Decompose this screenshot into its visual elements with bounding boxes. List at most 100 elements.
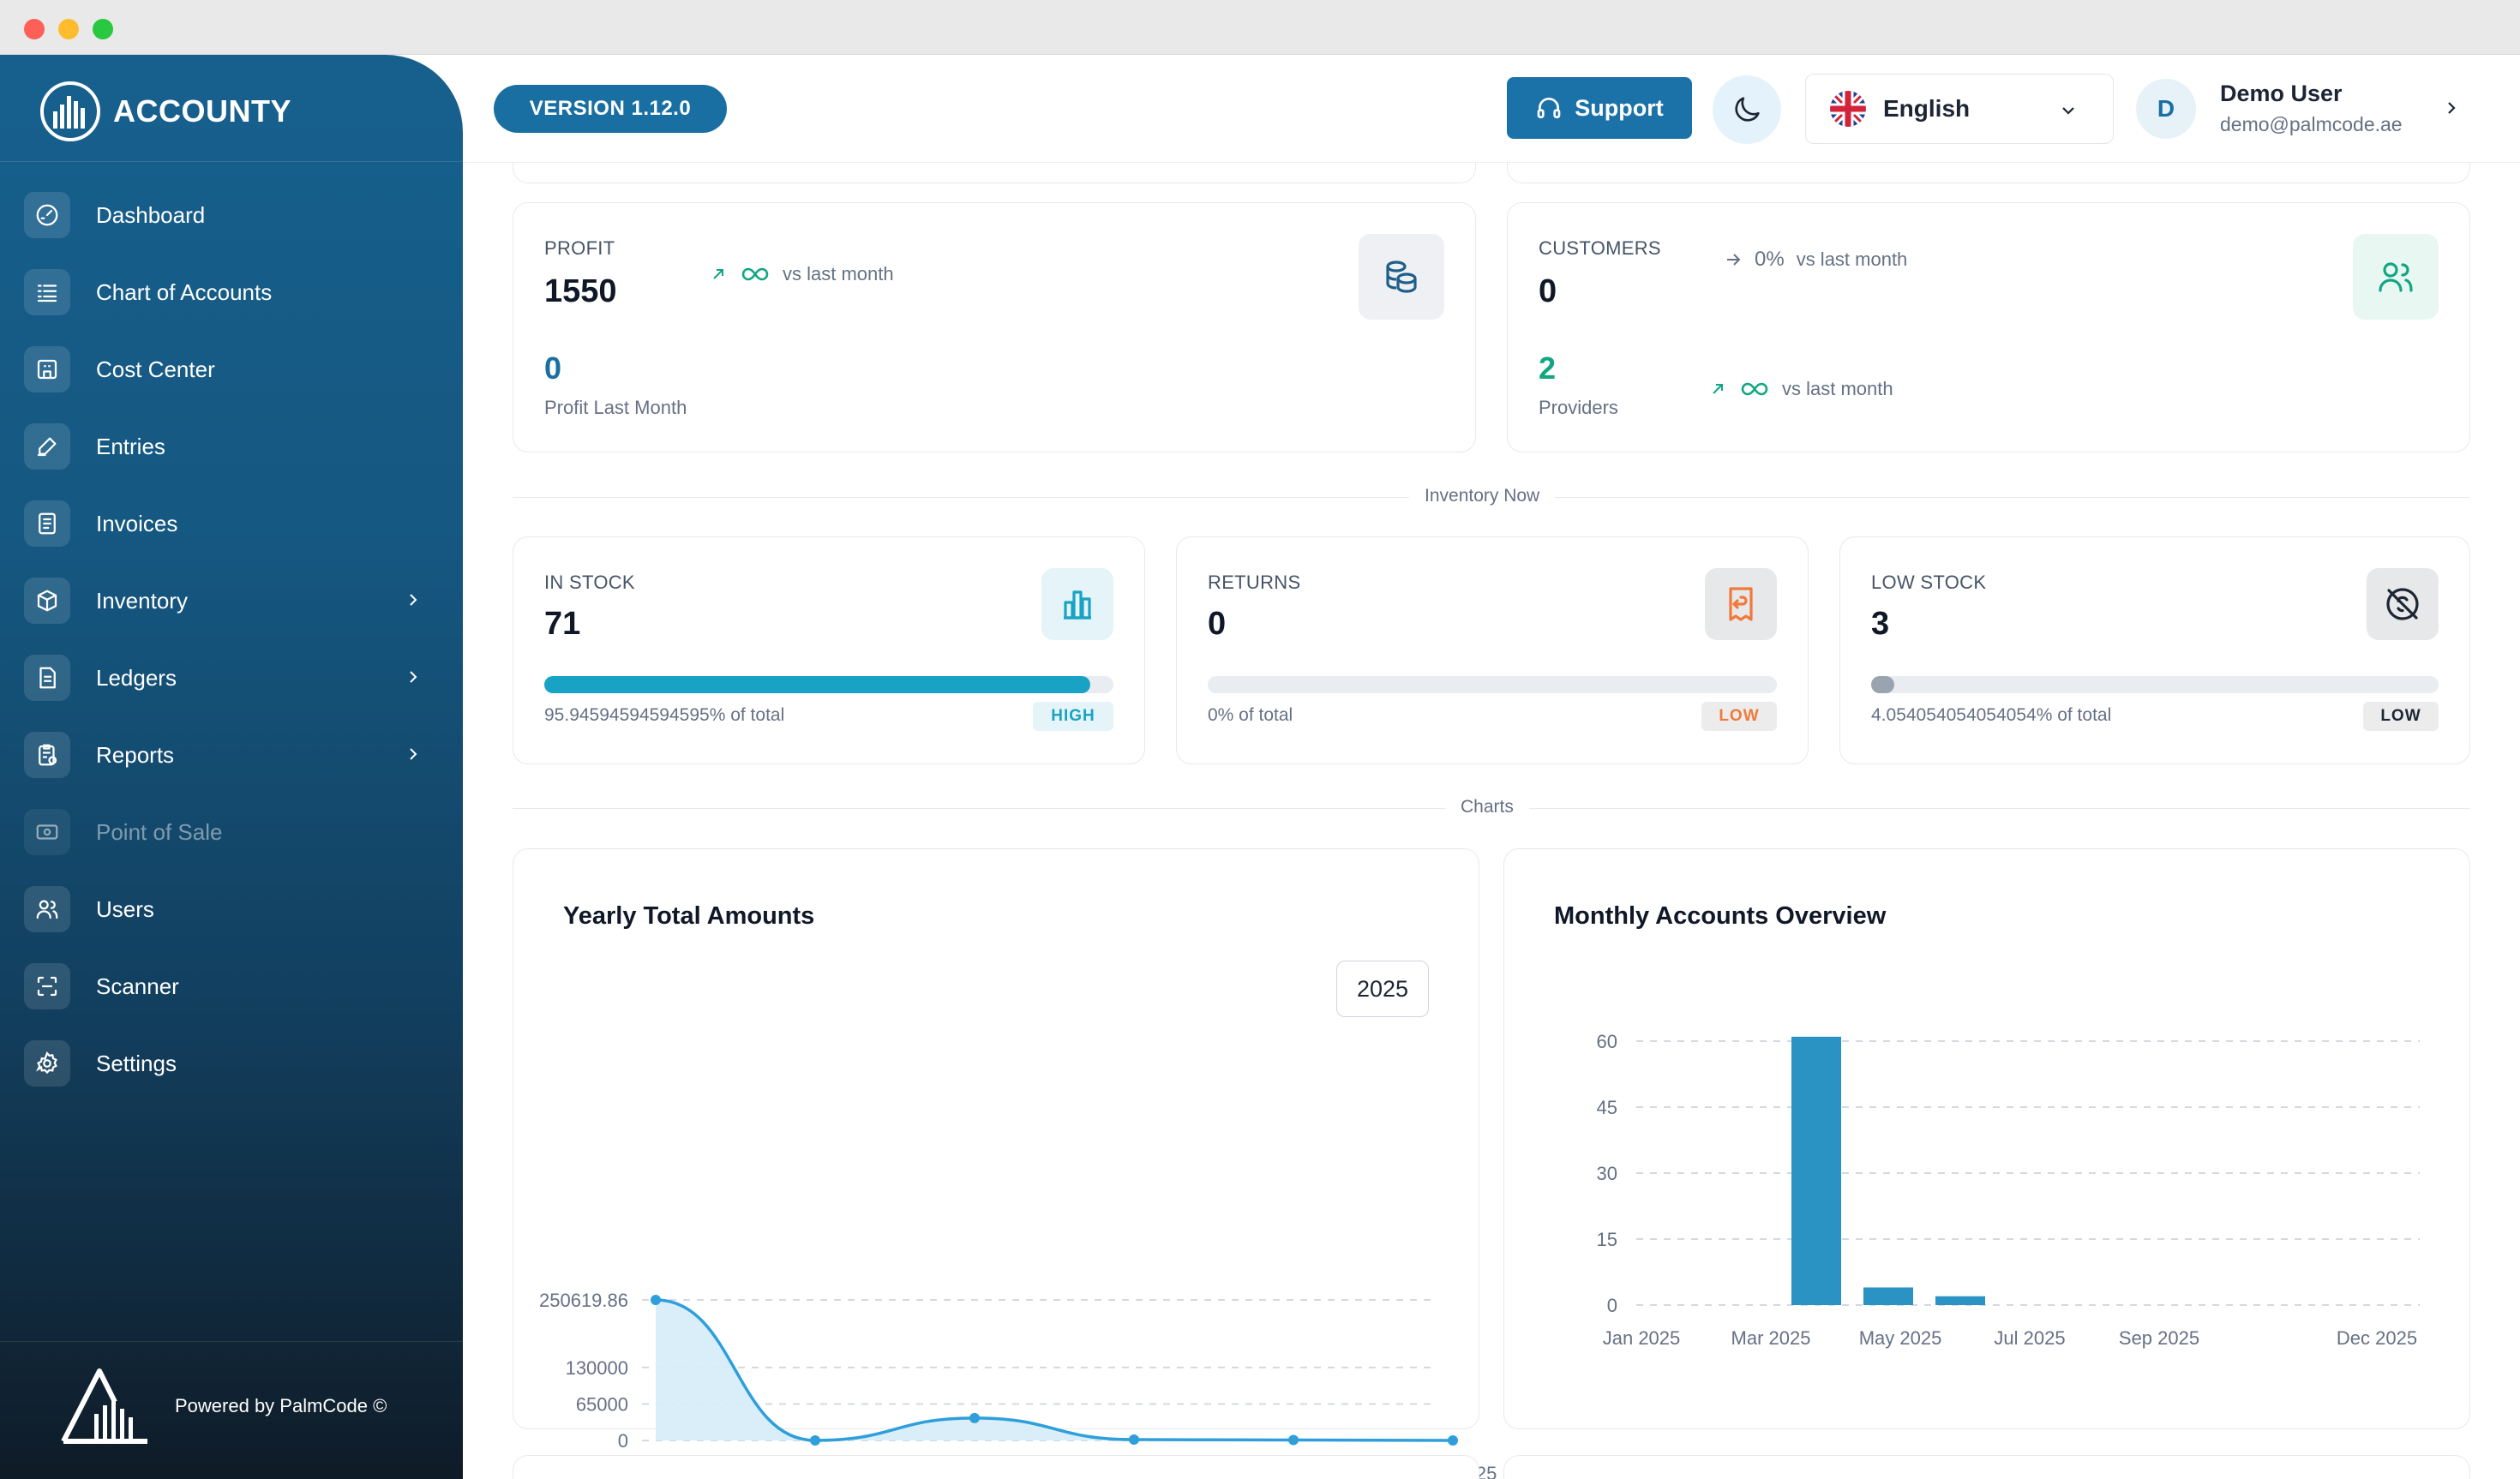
series-line [655,1298,1454,1442]
chevron-right-icon[interactable] [2441,98,2462,118]
brand[interactable]: ACCOUNTY [39,79,291,144]
accounty-logo-icon [40,81,100,141]
theme-toggle-button[interactable] [1713,75,1781,144]
arrow-up-right-icon [713,269,723,279]
inventory-box-icon [24,578,70,624]
support-button[interactable]: Support [1507,77,1692,139]
sidebar-item-label: Cost Center [96,356,215,382]
user-name[interactable]: Demo User [2220,81,2343,106]
sidebar-item-label: Entries [96,433,165,459]
in-stock-value: 71 [544,606,581,642]
bar [1935,1296,1985,1305]
language-select[interactable]: English [1805,74,2114,144]
yearly-chart-title: Yearly Total Amounts [563,902,815,930]
low-stock-percent: 4.054054054054054% of total [1871,705,2112,725]
card-stub [513,1455,1479,1479]
version-badge[interactable]: VERSION 1.12.0 [494,85,727,133]
bar [1863,1287,1913,1305]
uk-flag-icon [1830,91,1866,127]
card-stub [1507,163,2470,183]
bar [1791,1036,1841,1305]
monthly-chart-title: Monthly Accounts Overview [1554,902,1887,930]
window-titlebar [0,0,2520,55]
yearly-area-chart: 250619.86130000650000January 2025Februar… [539,1290,1497,1479]
profit-last-month-value: 0 [544,350,562,386]
ledger-icon [24,655,70,701]
low-stock-badge: LOW [2363,702,2439,731]
y-tick-label: 15 [1597,1229,1617,1250]
bar-chart-icon [1064,590,1091,620]
in-stock-progress [544,676,1113,693]
returns-progress [1208,676,1777,693]
x-tick-label: Jul 2025 [1994,1327,2065,1349]
y-tick-label: 250619.86 [539,1290,628,1311]
report-icon [24,732,70,778]
y-tick-label: 0 [618,1430,628,1452]
profit-last-month-label: Profit Last Month [544,397,687,418]
sidebar-item-scanner[interactable]: Scanner [24,948,439,1025]
card-stub [1503,1455,2470,1479]
sidebar-item-chart-of-accounts[interactable]: Chart of Accounts [24,254,439,331]
sidebar-item-cost-center[interactable]: Cost Center [24,331,439,408]
in-stock-badge: HIGH [1033,702,1113,731]
sidebar-divider [0,161,463,162]
moon-icon [1735,97,1760,122]
headset-icon [1537,98,1561,118]
brand-name: ACCOUNTY [113,93,291,129]
arrow-right-icon [1727,254,1741,266]
customers-icon-box [2353,234,2439,320]
x-tick-label: Jan 2025 [1603,1327,1681,1349]
sidebar-item-reports[interactable]: Reports [24,716,439,793]
scanner-icon [24,963,70,1009]
sidebar-item-ledgers[interactable]: Ledgers [24,639,439,716]
monthly-bar-chart: 60 45 30 15 0 Jan 2025 Mar 2025 May 2025 Jul 202… [1597,1031,2420,1349]
returns-percent: 0% of total [1208,705,1293,725]
data-point [969,1412,980,1423]
settings-gear-icon [24,1040,70,1087]
sidebar-item-label: Chart of Accounts [96,278,273,305]
customers-label: CUSTOMERS [1539,237,1661,259]
language-label: English [1883,95,1971,122]
cost-center-icon [24,346,70,392]
sidebar-item-entries[interactable]: Entries [24,408,439,485]
arrow-up-right-icon [1713,384,1723,394]
in-stock-percent: 95.94594594594595% of total [544,705,785,725]
yearly-chart-card: Yearly Total Amounts 2025 250619.86 13000… [513,848,1497,1479]
window-minimize-button[interactable] [58,19,79,39]
providers-trend: vs last month [1708,378,1893,400]
y-tick-label: 0 [1607,1295,1617,1316]
sidebar-item-label: Point of Sale [96,818,223,845]
low-stock-icon-box [2367,568,2439,640]
sidebar-item-label: Settings [96,1050,177,1076]
providers-trend-text: vs last month [1782,378,1893,399]
customers-trend-pct: 0% [1755,248,1785,271]
y-tick-label: 45 [1597,1097,1617,1118]
sidebar-item-label: Invoices [96,510,178,536]
window-close-button[interactable] [24,19,45,39]
user-avatar[interactable]: D [2136,79,2196,139]
sidebar-item-users[interactable]: Users [24,871,439,948]
sidebar-item-settings[interactable]: Settings [24,1025,439,1102]
y-tick-label: 65000 [576,1393,628,1415]
sidebar-item-inventory[interactable]: Inventory [24,562,439,639]
return-receipt-icon [1729,587,1753,621]
sidebar-item-label: Inventory [96,587,188,614]
profit-icon-box [1359,234,1444,320]
sidebar-item-invoices[interactable]: Invoices [24,485,439,562]
window-zoom-button[interactable] [93,19,113,39]
users-group-icon [2379,262,2413,292]
returns-value: 0 [1208,606,1227,642]
dashboard-gauge-icon [24,192,70,238]
no-money-icon [2386,588,2419,620]
card-stub [513,163,1476,183]
low-stock-card: LOW STOCK 3 4.054054054054054% of total … [1839,536,2470,764]
in-stock-label: IN STOCK [544,572,635,593]
charts-section-label: Charts [1445,797,1529,817]
providers-label: Providers [1539,397,1618,418]
y-tick-label: 130000 [566,1357,628,1379]
year-select[interactable]: 2025 [1336,961,1429,1017]
returns-icon-box [1705,568,1777,640]
monthly-chart-card: Monthly Accounts Overview 60 45 30 15 0 Jan 2… [1503,848,2470,1429]
providers-value: 2 [1539,350,1557,386]
sidebar-item-dashboard[interactable]: Dashboard [24,177,439,254]
